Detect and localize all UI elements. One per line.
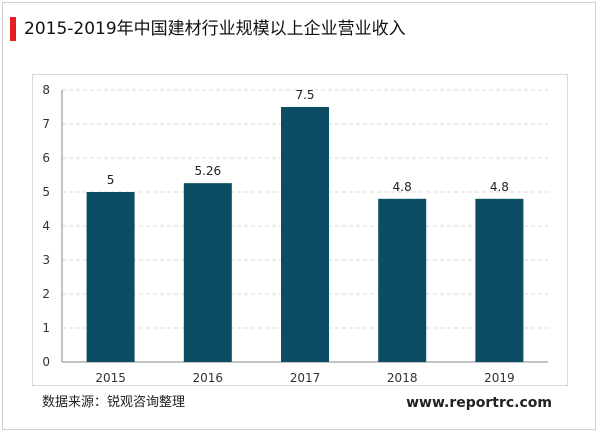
y-tick-label: 3 (42, 253, 50, 267)
y-tick-label: 4 (42, 219, 50, 233)
bar-data-label: 4.8 (393, 180, 412, 194)
bar (86, 192, 135, 362)
title-accent-bar (10, 17, 16, 41)
x-tick-label: 2016 (193, 371, 224, 385)
y-tick-label: 7 (42, 117, 50, 131)
x-tick-label: 2017 (290, 371, 321, 385)
bar (378, 198, 427, 362)
y-tick-label: 8 (42, 83, 50, 97)
chart-title: 2015-2019年中国建材行业规模以上企业营业收入 (24, 19, 406, 39)
x-tick-label: 2015 (95, 371, 126, 385)
bar (475, 198, 524, 362)
website-watermark: www.reportrc.com (406, 395, 552, 411)
y-tick-label: 6 (42, 151, 50, 165)
y-tick-label: 1 (42, 321, 50, 335)
bar-data-label: 7.5 (295, 88, 314, 102)
x-tick-label: 2018 (387, 371, 418, 385)
y-tick-label: 5 (42, 185, 50, 199)
data-source-note: 数据来源：锐观咨询整理 (42, 395, 186, 410)
bar-data-label: 5.26 (194, 164, 221, 178)
bar (183, 183, 232, 362)
y-tick-label: 2 (42, 287, 50, 301)
x-tick-label: 2019 (484, 371, 515, 385)
bar-data-label: 4.8 (490, 180, 509, 194)
bar (281, 107, 329, 362)
y-tick-label: 0 (42, 355, 50, 369)
bar-data-label: 5 (107, 173, 115, 187)
